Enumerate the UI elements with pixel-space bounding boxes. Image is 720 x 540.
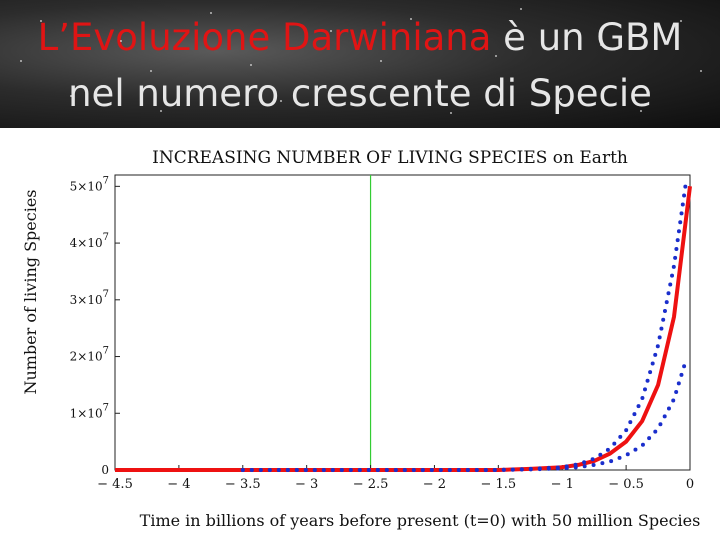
star-dot [160, 110, 162, 112]
title-rest: è un GBM [491, 16, 683, 59]
star-dot [680, 20, 682, 22]
x-axis-label: Time in billions of years before present… [140, 511, 701, 530]
x-tick-label: − 1 [551, 477, 574, 492]
species-chart: INCREASING NUMBER OF LIVING SPECIES on E… [21, 148, 701, 530]
slide-title-line-2: nel numero crescente di Specie [68, 72, 652, 115]
plot-area: − 4.5 − 4 − 3.5 − 3 − 2.5 − 2 − 1.5 − 1 − 0.5 0 0 1… [70, 174, 694, 492]
series-line-1 [115, 186, 692, 472]
y-tick-label: 0 [101, 463, 109, 477]
star-dot [40, 20, 42, 22]
star-dot [250, 64, 252, 66]
star-dot [600, 44, 602, 46]
star-dot [450, 112, 452, 114]
slide-title-line-1: L’Evoluzione Darwiniana è un GBM [0, 16, 720, 59]
star-dot [120, 40, 122, 42]
chart-title: INCREASING NUMBER OF LIVING SPECIES on E… [152, 148, 628, 168]
title-highlight: L’Evoluzione Darwiniana [37, 16, 492, 59]
x-tick-label: − 1.5 [480, 477, 516, 492]
x-tick-label: − 3.5 [225, 477, 261, 492]
star-dot [410, 18, 412, 20]
x-tick-label: − 0.5 [608, 477, 644, 492]
x-tick-label: − 4.5 [97, 477, 133, 492]
star-dot [640, 110, 642, 112]
star-dot [330, 30, 332, 32]
x-tick-label: 0 [686, 477, 694, 492]
y-tick-label: 3×107 [70, 289, 109, 307]
star-dot [495, 55, 497, 57]
y-tick-label: 1×107 [70, 402, 109, 420]
star-dot [700, 70, 702, 72]
series-line-2 [240, 178, 689, 472]
star-dot [150, 70, 152, 72]
x-tick-label: − 2.5 [353, 477, 389, 492]
title-banner: L’Evoluzione Darwiniana è un GBM nel num… [0, 0, 720, 128]
plot-frame [114, 174, 691, 471]
y-tick-label: 4×107 [70, 232, 109, 250]
star-dot [70, 95, 72, 97]
star-dot [560, 98, 562, 100]
y-tick-label: 2×107 [70, 346, 109, 364]
x-tick-label: − 2 [423, 477, 446, 492]
y-axis-label: Number of living Species [21, 189, 40, 394]
y-tick-label: 5×107 [70, 175, 109, 193]
series-line-3 [240, 357, 689, 472]
star-dot [520, 8, 522, 10]
star-dot [210, 12, 212, 14]
x-tick-label: − 3 [295, 477, 318, 492]
star-dot [280, 100, 282, 102]
star-dot [20, 60, 22, 62]
x-tick-label: − 4 [167, 477, 190, 492]
star-dot [380, 60, 382, 62]
